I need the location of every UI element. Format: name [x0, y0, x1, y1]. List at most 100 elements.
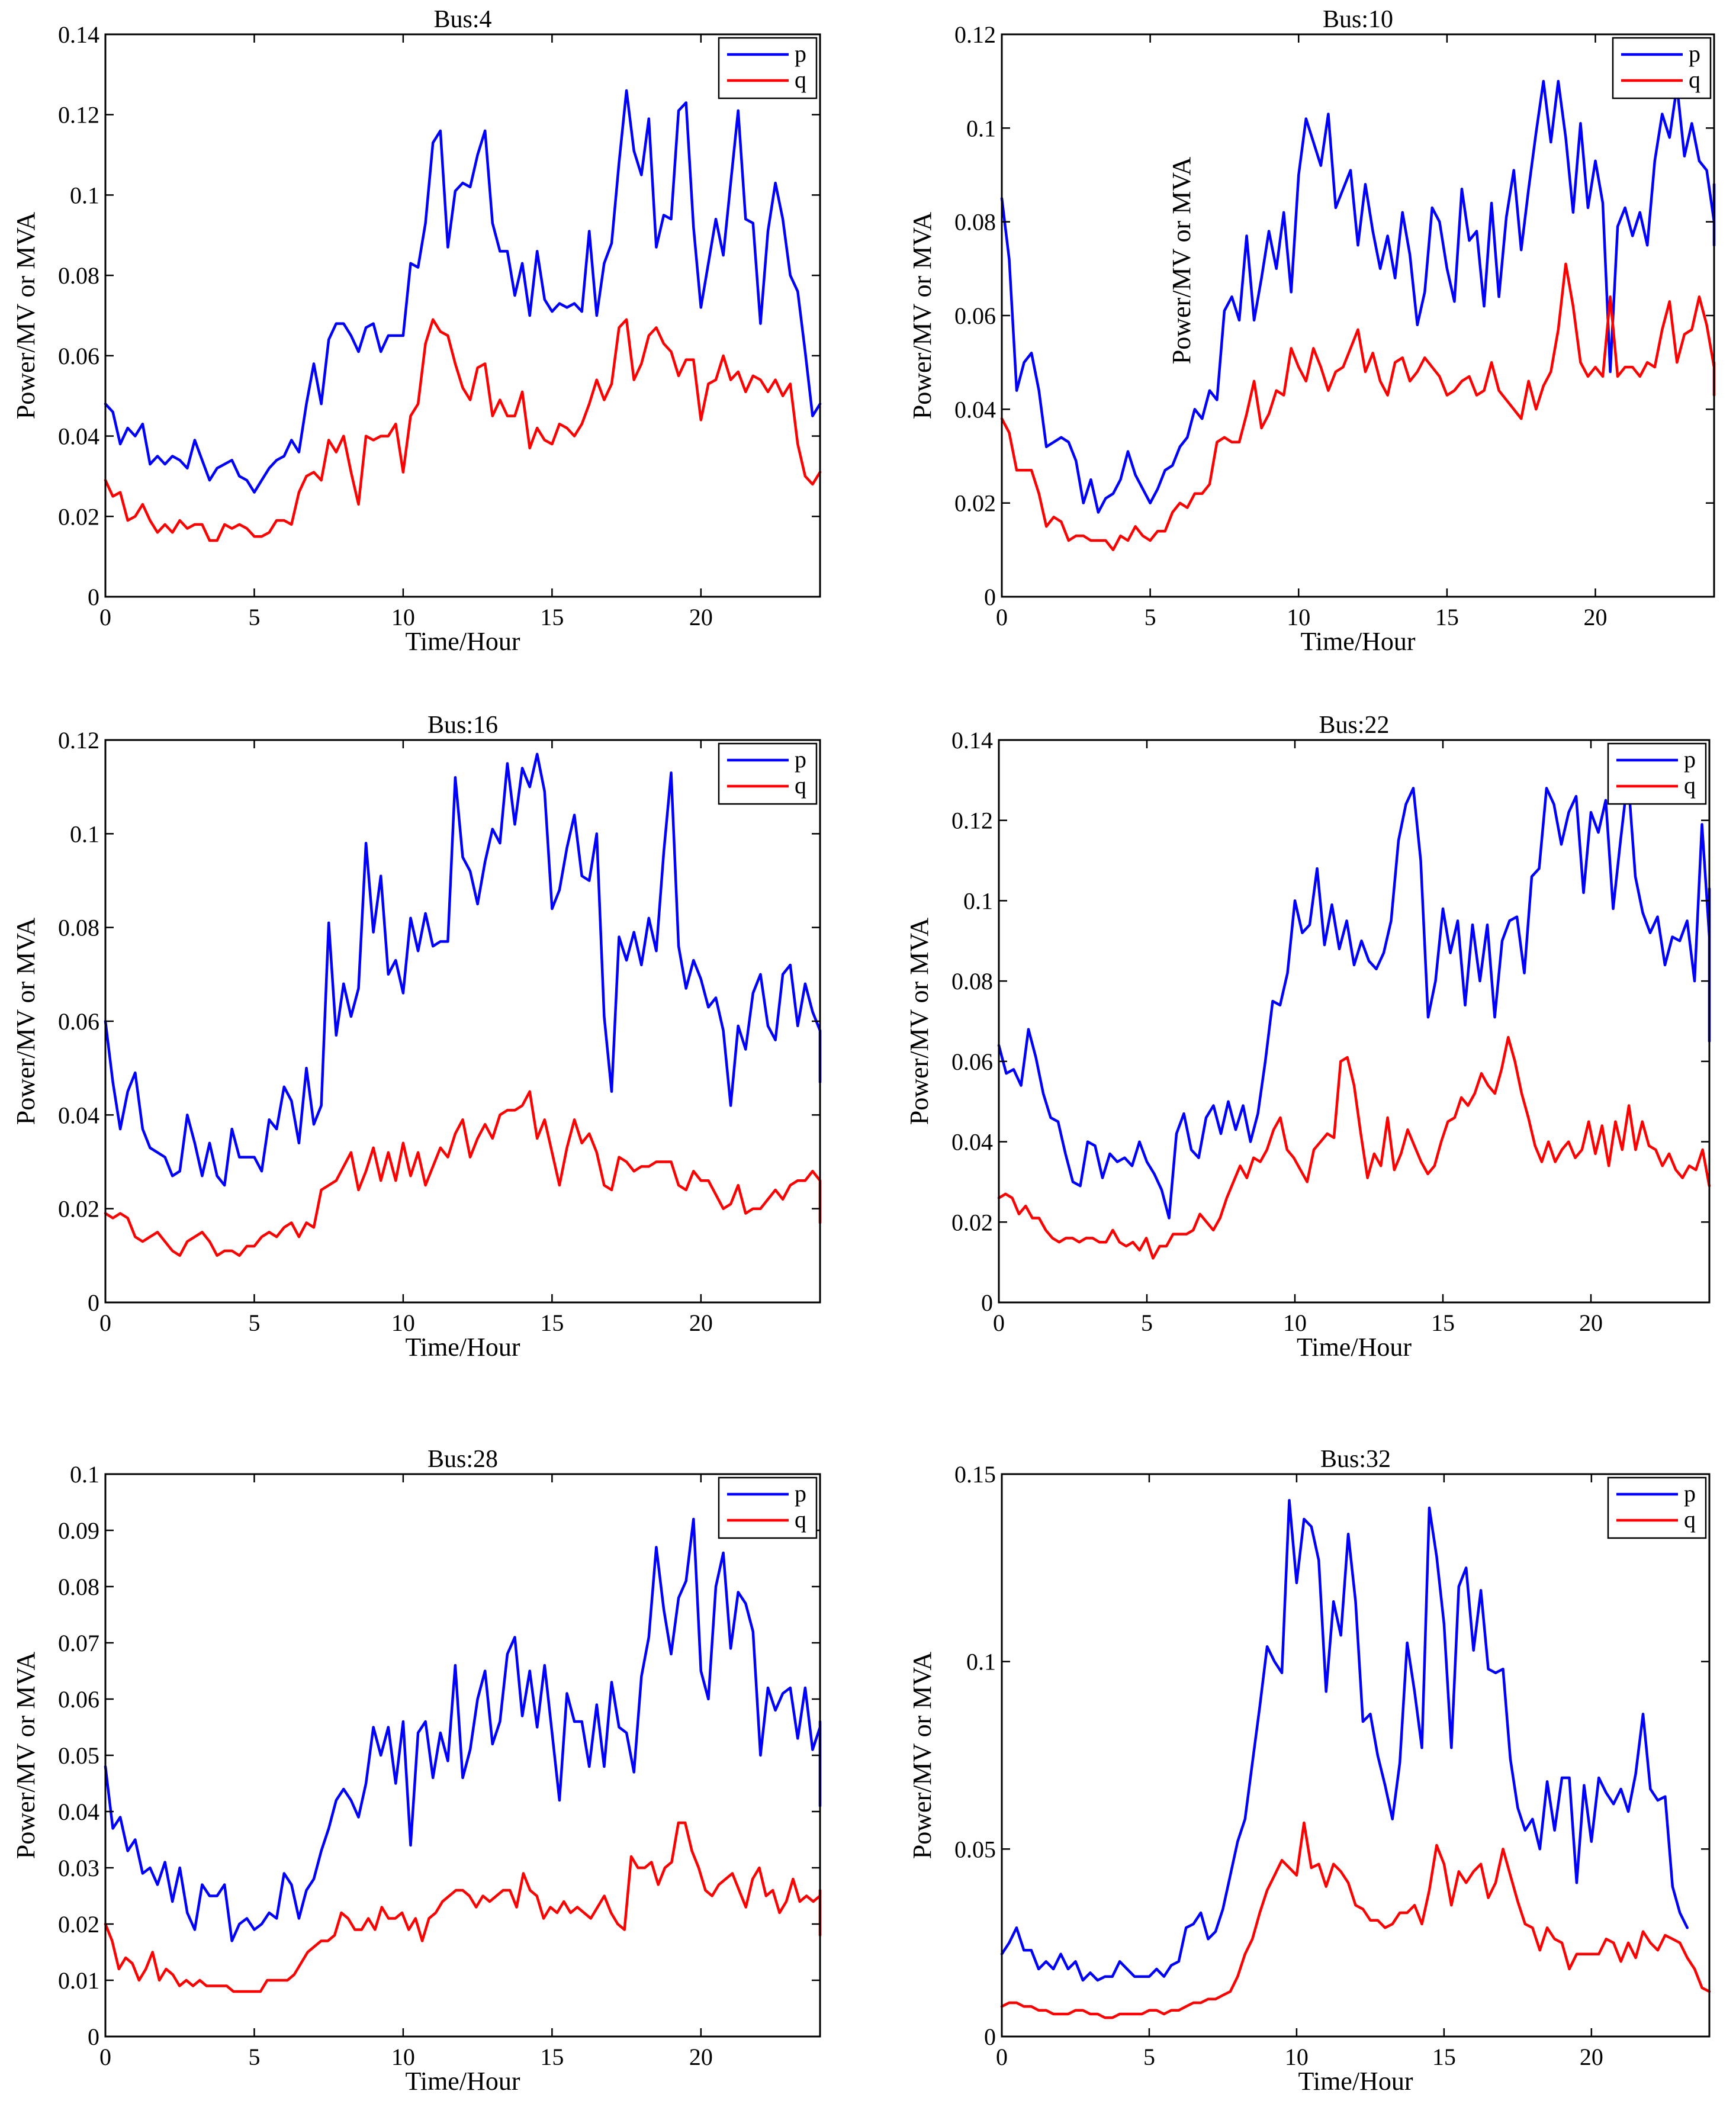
x-tick-label: 0	[99, 1310, 111, 1336]
y-axis-label: Power/MV or MVA	[11, 212, 40, 420]
y-tick-label: 0.08	[954, 209, 996, 236]
y-tick-label: 0.01	[58, 1967, 99, 1994]
y-tick-label: 0	[88, 1289, 99, 1316]
x-tick-label: 10	[391, 2044, 415, 2070]
y-axis-label: Power/MV or MVA	[11, 1652, 40, 1860]
x-tick-label: 5	[1145, 604, 1156, 630]
series-line-q	[997, 1035, 1711, 1260]
y-axis-label: Power/MV or MVA	[11, 918, 40, 1125]
y-tick-label: 0	[984, 2023, 996, 2050]
y-tick-label: 0.08	[58, 1574, 99, 1600]
y-tick-label: 0.15	[954, 1461, 996, 1488]
chart-panel-5: 0 5 10 15 20 0 0.01 0.02 0.03 0.04 0.05 0.06 0.07 0.0…	[11, 1446, 822, 2096]
y-tick-label: 0.09	[58, 1517, 99, 1544]
chart-title: Bus:22	[1319, 712, 1389, 739]
legend-label-q: q	[1684, 1506, 1696, 1533]
series-line-q	[104, 1821, 822, 1993]
legend-box	[718, 37, 818, 99]
x-tick-label: 15	[1435, 604, 1459, 630]
y-tick-label: 0.04	[58, 1799, 99, 1825]
series-line-p	[104, 89, 822, 494]
y-tick-label: 0.1	[966, 1649, 996, 1675]
series-line-q	[104, 1090, 822, 1257]
chart-title: Bus:16	[427, 712, 498, 739]
chart-title: Bus:28	[427, 1446, 498, 1473]
chart-title: Bus:10	[1323, 6, 1393, 33]
x-axis-label: Time/Hour	[406, 1333, 520, 1362]
x-axis-label: Time/Hour	[1301, 627, 1416, 656]
y-tick-label: 0.1	[70, 1461, 99, 1488]
series-line-q	[1000, 262, 1716, 552]
y-tick-label: 0.02	[954, 490, 996, 517]
y-tick-label: 0.12	[954, 21, 996, 48]
bus10-inner-ylabel: Power/MV or MVA	[1167, 157, 1196, 365]
y-tick-label: 0	[88, 2023, 99, 2050]
x-tick-label: 10	[391, 1310, 415, 1336]
legend-label-q: q	[795, 66, 806, 93]
y-tick-label: 0.12	[58, 102, 99, 128]
chart-panel-1: 0 5 10 15 20 0 0.02 0.04 0.06 0.08 0.1 0.12 0.14 Bus:…	[11, 6, 822, 656]
x-tick-label: 5	[248, 1310, 260, 1336]
y-tick-label: 0.04	[58, 423, 99, 450]
chart-panel-4: 0 5 10 15 20 0 0.02 0.04 0.06 0.08 0.1 0.12 0.14 Bus:…	[905, 712, 1711, 1362]
y-tick-label: 0	[981, 1289, 993, 1316]
y-tick-label: 0.05	[954, 1836, 996, 1862]
series-line-p	[1000, 79, 1716, 514]
legend-box	[1612, 37, 1712, 99]
y-tick-label: 0.06	[954, 303, 996, 329]
x-tick-label: 15	[540, 604, 564, 630]
x-tick-label: 20	[689, 604, 713, 630]
x-tick-label: 5	[248, 2044, 260, 2070]
x-tick-label: 20	[1584, 604, 1608, 630]
series-line-p	[104, 752, 822, 1187]
y-tick-label: 0.03	[58, 1855, 99, 1881]
y-tick-label: 0	[88, 584, 99, 610]
y-tick-label: 0.06	[58, 1686, 99, 1713]
x-tick-label: 15	[1432, 2044, 1456, 2070]
x-tick-label: 20	[689, 1310, 713, 1336]
chart-panel-6: 0 5 10 15 20 0 0.05 0.1 0.15 Bus:32 Time/Hour Power…	[908, 1446, 1711, 2096]
series-line-q	[1000, 1821, 1711, 2019]
legend-box	[1607, 1476, 1707, 1539]
y-tick-label: 0.06	[58, 1008, 99, 1035]
x-tick-label: 5	[1141, 1310, 1153, 1336]
axes-frame	[104, 33, 821, 598]
y-tick-label: 0.14	[951, 727, 993, 754]
legend-label-q: q	[795, 1506, 806, 1533]
y-tick-label: 0.07	[58, 1630, 99, 1656]
y-tick-label: 0.1	[966, 115, 996, 141]
y-tick-label: 0.06	[58, 343, 99, 369]
x-tick-label: 5	[248, 604, 260, 630]
legend-box	[1607, 742, 1707, 805]
x-tick-label: 10	[1283, 1310, 1307, 1336]
y-tick-label: 0.1	[70, 821, 99, 847]
y-tick-label: 0.12	[58, 727, 99, 754]
x-axis-label: Time/Hour	[406, 2067, 520, 2096]
y-tick-label: 0.02	[58, 503, 99, 530]
x-tick-label: 15	[540, 2044, 564, 2070]
y-axis-label: Power/MV or MVA	[905, 918, 934, 1125]
legend-box	[718, 1476, 818, 1539]
x-axis-label: Time/Hour	[1298, 2067, 1413, 2096]
series-line-p	[997, 774, 1711, 1220]
y-tick-label: 0	[984, 584, 996, 610]
chart-panel-2: 0 5 10 15 20 0 0.02 0.04 0.06 0.08 0.1 0.12 Bus:10 Ti…	[908, 6, 1716, 656]
x-tick-label: 5	[1143, 2044, 1155, 2070]
y-tick-label: 0.04	[951, 1129, 993, 1156]
y-tick-label: 0.04	[954, 396, 996, 423]
axes-frame	[104, 1473, 821, 2038]
x-tick-label: 10	[1285, 2044, 1309, 2070]
y-tick-label: 0.08	[951, 968, 993, 995]
series-line-p	[1000, 1499, 1689, 1982]
x-axis-label: Time/Hour	[1297, 1333, 1412, 1362]
chart-title: Bus:32	[1320, 1446, 1391, 1473]
y-tick-label: 0.08	[58, 915, 99, 941]
y-tick-label: 0.1	[963, 887, 993, 914]
x-axis-label: Time/Hour	[406, 627, 520, 656]
legend-box	[718, 742, 818, 805]
y-tick-label: 0.02	[58, 1911, 99, 1938]
legend-label-p: p	[795, 1480, 806, 1507]
legend-label-q: q	[1684, 772, 1696, 799]
x-tick-label: 20	[1579, 1310, 1603, 1336]
